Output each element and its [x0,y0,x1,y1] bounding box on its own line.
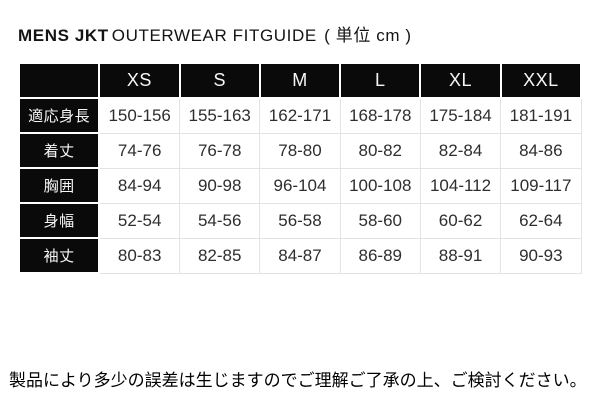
title-brand: MENS JKT [18,26,109,45]
size-value-cell: 168-178 [339,97,421,134]
size-value-cell: 155-163 [179,97,261,134]
size-value-cell: 162-171 [259,97,341,134]
size-value-cell: 58-60 [339,202,421,239]
size-value-cell: 90-98 [179,167,261,204]
size-value-cell: 90-93 [500,237,582,274]
size-value-cell: 52-54 [98,202,181,239]
title-unit-note: ( 単位 cm ) [324,26,412,45]
size-col-header-l: L [339,62,422,99]
fitguide-table-body: 適応身長 150-156 155-163 162-171 168-178 175… [17,97,582,274]
table-row-width: 身幅 52-54 54-56 56-58 58-60 60-62 62-64 [17,202,582,239]
size-value-cell: 54-56 [179,202,261,239]
corner-cell [17,62,101,99]
size-value-cell: 86-89 [339,237,421,274]
size-col-header-xs: XS [98,62,181,99]
size-value-cell: 76-78 [179,132,261,169]
fitguide-table-header: XS S M L XL XXL [17,62,583,99]
table-row-height: 適応身長 150-156 155-163 162-171 168-178 175… [17,97,582,134]
size-value-cell: 84-87 [259,237,341,274]
size-value-cell: 104-112 [419,167,502,204]
size-value-cell: 62-64 [500,202,582,239]
table-row-length: 着丈 74-76 76-78 78-80 80-82 82-84 84-86 [17,132,582,169]
size-value-cell: 60-62 [419,202,502,239]
size-col-header-m: M [258,62,342,99]
row-label: 適応身長 [17,97,101,134]
fitguide-table: XS S M L XL XXL 適応身長 150-156 155-163 162… [17,62,583,274]
row-label: 胸囲 [17,167,101,204]
row-label: 着丈 [17,132,101,169]
size-value-cell: 82-84 [419,132,502,169]
size-value-cell: 84-86 [500,132,582,169]
size-value-cell: 56-58 [259,202,341,239]
size-value-cell: 74-76 [98,132,181,169]
size-value-cell: 88-91 [419,237,502,274]
size-value-cell: 84-94 [98,167,181,204]
size-value-cell: 82-85 [179,237,261,274]
title-rest: OUTERWEAR FITGUIDE [111,26,317,45]
size-value-cell: 96-104 [259,167,341,204]
table-row-chest: 胸囲 84-94 90-98 96-104 100-108 104-112 10… [17,167,582,204]
size-value-cell: 80-83 [98,237,181,274]
size-header-row: XS S M L XL XXL [17,62,583,99]
size-col-header-xxl: XXL [499,62,583,99]
size-value-cell: 150-156 [98,97,181,134]
size-value-cell: 175-184 [419,97,502,134]
size-value-cell: 181-191 [500,97,582,134]
size-value-cell: 80-82 [339,132,421,169]
table-row-sleeve: 袖丈 80-83 82-85 84-87 86-89 88-91 90-93 [17,237,582,274]
size-col-header-xl: XL [419,62,502,99]
footer-note: 製品により多少の誤差は生じますのでご理解ご了承の上、ご検討ください。 [9,371,587,390]
size-value-cell: 78-80 [259,132,341,169]
page-title: MENS JKT OUTERWEAR FITGUIDE ( 単位 cm ) [18,21,412,46]
row-label: 袖丈 [17,237,101,274]
size-value-cell: 100-108 [339,167,421,204]
size-value-cell: 109-117 [500,167,582,204]
row-label: 身幅 [17,202,101,239]
size-col-header-s: S [178,62,261,99]
